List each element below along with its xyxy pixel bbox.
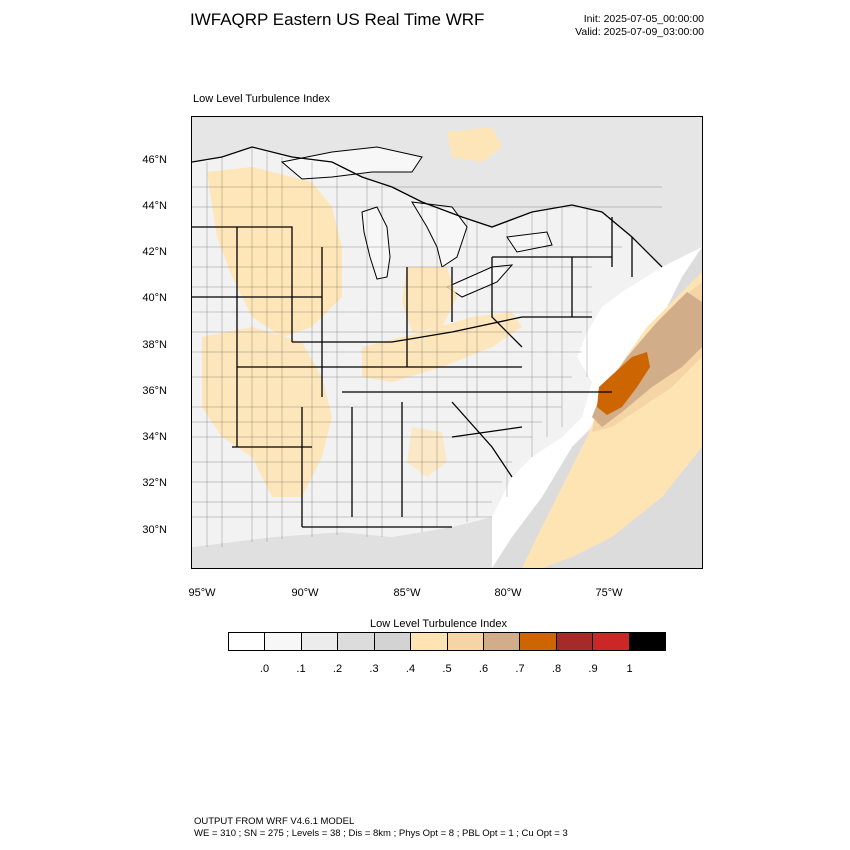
lat-label: 46°N: [142, 154, 167, 166]
lat-label: 40°N: [142, 292, 167, 304]
colorbar-tick-label: .9: [588, 663, 598, 675]
run-info: Init: 2025-07-05_00:00:00 Valid: 2025-07…: [575, 13, 704, 39]
lat-label: 32°N: [142, 477, 167, 489]
lat-label: 44°N: [142, 200, 167, 212]
turb-band-indiana: [402, 267, 457, 332]
colorbar-tick-label: 1: [626, 663, 633, 675]
lat-label: 34°N: [142, 431, 167, 443]
lon-label: 80°W: [494, 587, 522, 599]
valid-time: Valid: 2025-07-09_03:00:00: [575, 26, 704, 38]
lat-label: 30°N: [142, 524, 167, 536]
init-time: Init: 2025-07-05_00:00:00: [583, 13, 704, 25]
colorbar-box: [447, 633, 484, 650]
lat-label: 42°N: [142, 246, 167, 258]
lake-erie: [445, 264, 514, 298]
lon-label: 85°W: [393, 587, 421, 599]
turb-core-08: [597, 352, 650, 415]
lake-michigan: [361, 206, 391, 280]
lat-label: 38°N: [142, 339, 167, 351]
colorbar: [228, 632, 666, 651]
colorbar-box: [338, 633, 375, 650]
map-canvas: [192, 117, 702, 568]
turb-band-ontario: [447, 127, 502, 162]
colorbar-box: [411, 633, 448, 650]
colorbar-box: [629, 633, 666, 650]
colorbar-box: [374, 633, 412, 650]
colorbar-tick-label: .2: [332, 663, 343, 675]
lake-huron: [411, 201, 468, 268]
main-title: IWFAQRP Eastern US Real Time WRF: [190, 10, 485, 29]
colorbar-title: Low Level Turbulence Index: [370, 618, 507, 630]
colorbar-box: [483, 633, 521, 650]
colorbar-box: [556, 633, 594, 650]
colorbar-tick-label: .0: [259, 663, 270, 675]
colorbar-box: [593, 633, 630, 650]
colorbar-tick-label: .1: [296, 663, 306, 675]
turb-band-ohio: [362, 312, 522, 382]
colorbar-box: [265, 633, 302, 650]
gulf-gray: [192, 517, 492, 568]
colorbar-tick-label: .8: [551, 663, 562, 675]
footer-line2: WE = 310 ; SN = 275 ; Levels = 38 ; Dis …: [194, 828, 568, 839]
turb-band-upper-midwest: [207, 167, 342, 337]
colorbar-box: [301, 633, 339, 650]
colorbar-box: [520, 633, 557, 650]
county-lines: [192, 147, 662, 547]
model-footer: OUTPUT FROM WRF V4.6.1 MODEL WE = 310 ; …: [194, 816, 568, 840]
colorbar-box: [229, 633, 266, 650]
lon-label: 75°W: [595, 587, 623, 599]
colorbar-tick-label: .4: [405, 663, 416, 675]
field-title: Low Level Turbulence Index: [193, 93, 330, 105]
colorbar-tick-label: .6: [478, 663, 489, 675]
colorbar-tick-label: .5: [442, 663, 452, 675]
lon-label: 95°W: [188, 587, 216, 599]
footer-line1: OUTPUT FROM WRF V4.6.1 MODEL: [194, 816, 355, 827]
colorbar-tick-label: .7: [515, 663, 525, 675]
lon-label: 90°W: [291, 587, 319, 599]
lat-label: 36°N: [142, 385, 167, 397]
colorbar-tick-label: .3: [369, 663, 379, 675]
map-panel: [191, 116, 703, 569]
